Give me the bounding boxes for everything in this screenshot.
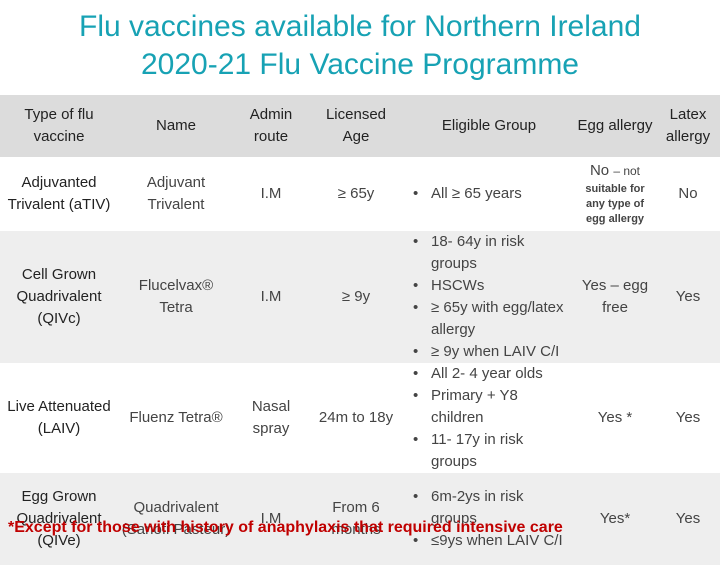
- admin-route: I.M: [234, 157, 308, 231]
- licensed-age: ≥ 65y: [308, 157, 404, 231]
- flu-vaccine-table: Type of flu vaccine Name Admin route Lic…: [0, 95, 720, 565]
- title-line-1: Flu vaccines available for Northern Irel…: [79, 10, 641, 43]
- header-age: Licensed Age: [308, 95, 404, 157]
- header-name: Name: [118, 95, 234, 157]
- title-line-2: 2020-21 Flu Vaccine Programme: [141, 48, 579, 81]
- latex-allergy: Yes: [656, 231, 720, 363]
- eligible-item: All ≥ 65 years: [407, 183, 571, 205]
- eligible-group: All 2- 4 year olds Primary + Y8 children…: [404, 363, 574, 473]
- header-latex: Latex allergy: [656, 95, 720, 157]
- egg-allergy: No – not suitable for any type of egg al…: [574, 157, 656, 231]
- admin-route: Nasal spray: [234, 363, 308, 473]
- egg-allergy-main: No: [589, 161, 610, 179]
- eligible-item: ≥ 9y when LAIV C/I: [407, 341, 571, 363]
- header-type: Type of flu vaccine: [0, 95, 118, 157]
- vaccine-type: Cell Grown Quadrivalent (QIVc): [0, 231, 118, 363]
- vaccine-name: Flucelvax® Tetra: [118, 231, 234, 363]
- table-row: Cell Grown Quadrivalent (QIVc) Flucelvax…: [0, 231, 720, 363]
- vaccine-name: Adjuvant Trivalent: [118, 157, 234, 231]
- admin-route: I.M: [234, 231, 308, 363]
- eligible-item: All 2- 4 year olds: [407, 363, 571, 385]
- egg-allergy: Yes *: [574, 363, 656, 473]
- egg-allergy: Yes*: [574, 473, 656, 565]
- footnote: *Except for those with history of anaphy…: [8, 519, 563, 536]
- header-egg: Egg allergy: [574, 95, 656, 157]
- header-eligible: Eligible Group: [404, 95, 574, 157]
- header-route: Admin route: [234, 95, 308, 157]
- egg-allergy-suffix: – not: [613, 163, 641, 178]
- eligible-item: ≥ 65y with egg/latex allergy: [407, 297, 571, 341]
- latex-allergy: Yes: [656, 363, 720, 473]
- table-row: Adjuvanted Trivalent (aTIV) Adjuvant Tri…: [0, 157, 720, 231]
- licensed-age: ≥ 9y: [308, 231, 404, 363]
- eligible-item: Primary + Y8 children: [407, 385, 571, 429]
- egg-allergy-note: suitable for any type of egg allergy: [585, 182, 645, 225]
- eligible-item: HSCWs: [407, 275, 571, 297]
- vaccine-name: Fluenz Tetra®: [118, 363, 234, 473]
- eligible-group: All ≥ 65 years: [404, 157, 574, 231]
- latex-allergy: No: [656, 157, 720, 231]
- eligible-group: 18- 64y in risk groups HSCWs ≥ 65y with …: [404, 231, 574, 363]
- eligible-item: 6m-2ys in risk groups: [407, 486, 571, 530]
- table-header-row: Type of flu vaccine Name Admin route Lic…: [0, 95, 720, 157]
- page-title: Flu vaccines available for Northern Irel…: [0, 8, 720, 84]
- egg-allergy: Yes – egg free: [574, 231, 656, 363]
- latex-allergy: Yes: [656, 473, 720, 565]
- table-row: Live Attenuated (LAIV) Fluenz Tetra® Nas…: [0, 363, 720, 473]
- licensed-age: 24m to 18y: [308, 363, 404, 473]
- vaccine-type: Adjuvanted Trivalent (aTIV): [0, 157, 118, 231]
- eligible-item: 18- 64y in risk groups: [407, 231, 571, 275]
- eligible-item: 11- 17y in risk groups: [407, 429, 571, 473]
- vaccine-type: Live Attenuated (LAIV): [0, 363, 118, 473]
